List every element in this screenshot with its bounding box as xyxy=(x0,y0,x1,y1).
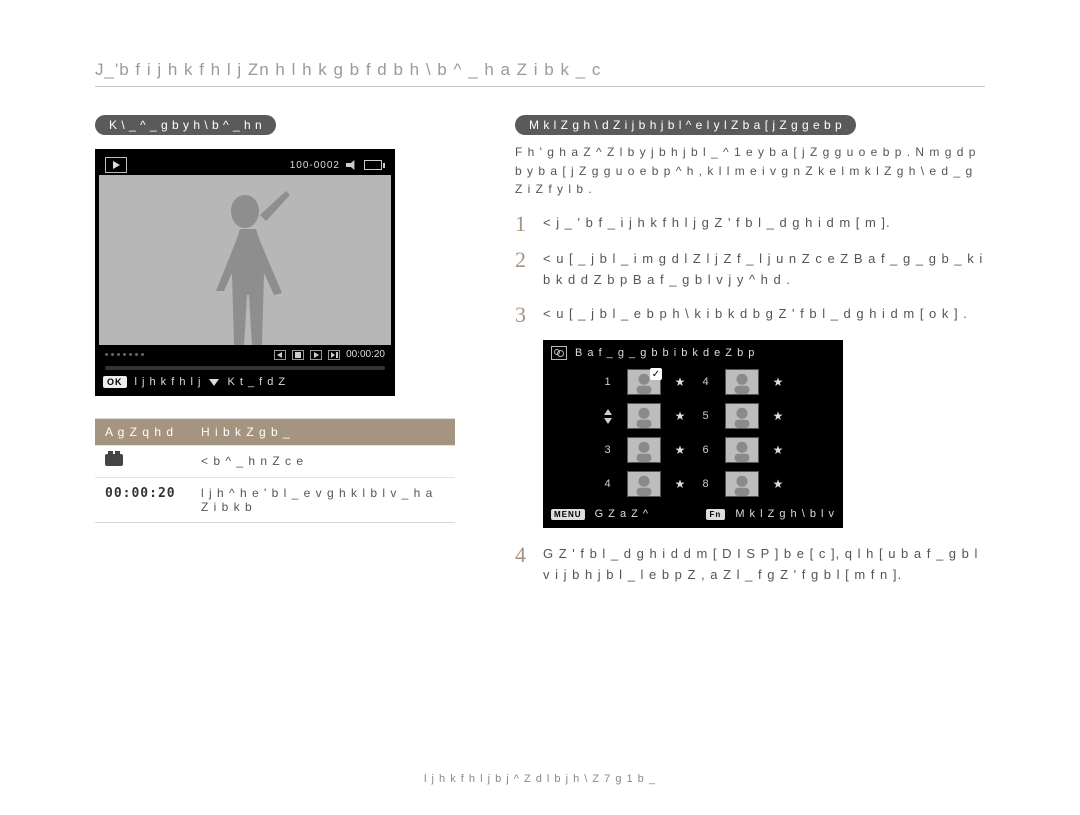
step-text: < u [ _ j b l _ e b p h \ k i b k d b g … xyxy=(543,304,985,326)
steps-list: 1 < j _ ' b f _ i j h k f h l j g Z ' f … xyxy=(515,213,985,586)
grid-num: 6 xyxy=(699,444,713,456)
panel-title: B a f _ g _ g b b i b k d e Z b p xyxy=(575,347,755,359)
ok-badge: OK xyxy=(103,376,127,388)
grid-num: 5 xyxy=(699,410,713,422)
panel-foot-left: G Z a Z ^ xyxy=(595,508,650,520)
prev-icon[interactable] xyxy=(274,350,286,360)
playback-controls[interactable] xyxy=(274,350,340,360)
face-thumb[interactable] xyxy=(627,437,661,463)
grid-updown[interactable] xyxy=(601,409,615,424)
panel-foot-right: M k l Z g h \ b l v xyxy=(735,508,835,520)
right-column: M k l Z g h \ d Z i j b h j b l ^ e l y … xyxy=(515,115,985,600)
face-thumb[interactable] xyxy=(725,437,759,463)
speaker-icon xyxy=(346,160,358,170)
star-icon: ★ xyxy=(673,409,687,423)
star-icon: ★ xyxy=(771,409,785,423)
frame-counter: 100-0002 xyxy=(290,160,340,171)
star-icon: ★ xyxy=(673,375,687,389)
table-row: < b ^ _ h n Z c e xyxy=(95,445,455,477)
play-icon xyxy=(105,157,127,173)
star-icon: ★ xyxy=(771,443,785,457)
face-grid: 1 ✓ ★ 4 ★ ★ 5 ★ 3 ★ 6 xyxy=(551,364,835,502)
face-thumb[interactable] xyxy=(627,471,661,497)
face-thumb[interactable] xyxy=(627,403,661,429)
check-icon: ✓ xyxy=(650,368,662,380)
face-priority-panel: B a f _ g _ g b b i b k d e Z b p 1 ✓ ★ … xyxy=(543,340,843,528)
intro-paragraph: F h ' g h a Z ^ Z l b y j b h j b l _ ^ … xyxy=(515,143,985,199)
grid-num: 3 xyxy=(601,444,615,456)
menu-badge: MENU xyxy=(551,509,585,520)
video-frame xyxy=(99,175,391,345)
face-thumb[interactable] xyxy=(725,471,759,497)
step-number: 1 xyxy=(515,213,531,235)
left-pill: K \ _ ^ _ g b y h \ b ^ _ h n xyxy=(95,115,276,135)
face-thumb[interactable] xyxy=(725,403,759,429)
grid-num: 4 xyxy=(699,376,713,388)
star-icon: ★ xyxy=(771,477,785,491)
row2-desc: l j h ^ h e ' b l _ e v g h k l b l v _ … xyxy=(191,478,455,522)
face-thumb[interactable] xyxy=(725,369,759,395)
step-number: 4 xyxy=(515,544,531,586)
person-silhouette-icon xyxy=(190,185,300,345)
left-column: K \ _ ^ _ g b y h \ b ^ _ h n 100-0002 xyxy=(95,115,455,600)
next-icon[interactable] xyxy=(328,350,340,360)
face-detect-icon xyxy=(551,346,567,360)
step-text: < u [ _ j b l _ i m g d l Z l j Z f _ l … xyxy=(543,249,985,291)
star-icon: ★ xyxy=(771,375,785,389)
star-icon: ★ xyxy=(673,443,687,457)
right-pill: M k l Z g h \ d Z i j b h j b l ^ e l y … xyxy=(515,115,856,135)
step-4: 4 G Z ' f b l _ d g h i d d m [ D I S P … xyxy=(515,544,985,586)
video-screen: 100-0002 00:00:20 xyxy=(95,149,395,396)
step-text: G Z ' f b l _ d g h i d d m [ D I S P ] … xyxy=(543,544,985,586)
step-2: 2 < u [ _ j b l _ i m g d l Z l j Z f _ … xyxy=(515,249,985,291)
play-btn-icon[interactable] xyxy=(310,350,322,360)
progress-bar[interactable] xyxy=(105,366,385,370)
fn-badge: Fn xyxy=(706,509,726,520)
grid-num: 8 xyxy=(699,478,713,490)
foot-left-label: l j h k f h l j xyxy=(135,376,202,388)
table-head-a: A g Z q h d xyxy=(95,419,191,445)
face-thumb[interactable]: ✓ xyxy=(627,369,661,395)
chevron-down-icon xyxy=(209,379,219,386)
step-3: 3 < u [ _ j b l _ e b p h \ k i b k d b … xyxy=(515,304,985,326)
step-number: 3 xyxy=(515,304,531,326)
step-number: 2 xyxy=(515,249,531,291)
row1-desc: < b ^ _ h n Z c e xyxy=(191,446,455,477)
battery-icon xyxy=(364,160,385,170)
table-row: 00:00:20 l j h ^ h e ' b l _ e v g h k l… xyxy=(95,477,455,522)
star-icon: ★ xyxy=(673,477,687,491)
timecode: 00:00:20 xyxy=(105,486,176,501)
page-footer: l j h k f h l j b j ^ Z d l b j h \ Z 7 … xyxy=(0,773,1080,785)
foot-right-label: K t _ f d Z xyxy=(227,376,286,388)
stop-icon[interactable] xyxy=(292,350,304,360)
step-1: 1 < j _ ' b f _ i j h k f h l j g Z ' f … xyxy=(515,213,985,235)
elapsed-time: 00:00:20 xyxy=(346,349,385,360)
table-head-b: H i b k Z g b _ xyxy=(191,419,455,445)
grid-num: 4 xyxy=(601,478,615,490)
page-title: J_'b f i j h k f h l j Zn h l h k g b f … xyxy=(95,60,985,87)
grid-num: 1 xyxy=(601,376,615,388)
step-text: < j _ ' b f _ i j h k f h l j g Z ' f b … xyxy=(543,213,985,235)
camera-icon xyxy=(105,454,123,466)
info-table: A g Z q h d H i b k Z g b _ < b ^ _ h n … xyxy=(95,418,455,523)
